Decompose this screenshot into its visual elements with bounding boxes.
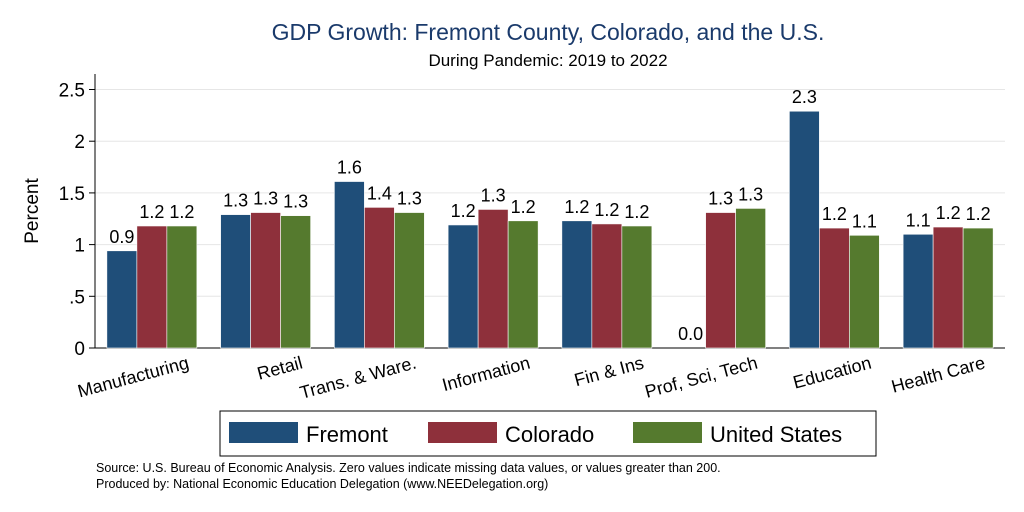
data-label: 1.2: [594, 200, 619, 220]
data-label: 1.2: [169, 202, 194, 222]
legend-label: Colorado: [505, 422, 594, 447]
bar-united-states: [849, 234, 880, 349]
x-category-label: Prof, Sci, Tech: [643, 353, 760, 402]
legend: Fremont Colorado United States: [219, 410, 877, 457]
bar-colorado: [364, 207, 395, 349]
footer-produced-by: Produced by: National Economic Education…: [96, 477, 548, 491]
data-label: 1.3: [283, 192, 308, 212]
data-label: 1.3: [397, 189, 422, 209]
data-label: 1.6: [337, 158, 362, 178]
x-category-label: Trans. & Ware.: [298, 353, 419, 403]
x-category-label: Education: [791, 353, 874, 393]
footer-source: Source: U.S. Bureau of Economic Analysis…: [96, 461, 721, 475]
chart-subtitle: During Pandemic: 2019 to 2022: [428, 51, 667, 70]
y-tick-label: 1.5: [59, 184, 85, 205]
data-label: 1.2: [564, 197, 589, 217]
bar-united-states: [166, 225, 198, 349]
bar-fremont: [220, 214, 251, 349]
legend-swatch: [229, 422, 298, 443]
legend-swatch: [428, 422, 497, 443]
x-category-label: Retail: [255, 353, 305, 384]
x-category-label: Health Care: [889, 353, 987, 397]
bar-united-states: [394, 212, 425, 349]
bar-colorado: [250, 212, 281, 349]
data-label: 1.2: [936, 203, 961, 223]
y-axis-label: Percent: [22, 178, 43, 244]
x-category-label: Fin & Ins: [572, 353, 646, 391]
data-label: 1.2: [139, 202, 164, 222]
legend-label: Fremont: [306, 422, 388, 447]
data-label: 1.2: [822, 204, 847, 224]
y-tick-label: 2: [74, 132, 85, 153]
bar-united-states: [735, 208, 766, 349]
bar-united-states: [962, 227, 994, 349]
y-tick-label: 0: [74, 339, 85, 360]
bar-fremont: [789, 110, 820, 349]
data-label: 1.4: [367, 183, 392, 203]
data-label: 1.3: [708, 189, 733, 209]
x-category-label: Manufacturing: [76, 353, 191, 402]
data-label: 2.3: [792, 87, 817, 107]
data-label: 1.3: [253, 189, 278, 209]
chart-title: GDP Growth: Fremont County, Colorado, an…: [272, 19, 825, 45]
bar-colorado: [932, 226, 964, 349]
y-tick-label: 2.5: [59, 81, 85, 102]
bar-fremont: [447, 224, 479, 349]
legend-swatch: [633, 422, 702, 443]
data-label: 1.1: [906, 210, 931, 230]
data-label: 1.3: [738, 184, 763, 204]
legend-box: [219, 410, 877, 457]
bar-united-states: [280, 215, 311, 349]
data-label: 0.0: [678, 324, 703, 344]
y-tick-label: .5: [69, 287, 85, 308]
bar-fremont: [902, 233, 934, 349]
bar-united-states: [621, 225, 653, 349]
data-label: 0.9: [109, 227, 134, 247]
data-label: 1.2: [966, 204, 991, 224]
bar-united-states: [507, 220, 539, 349]
bar-fremont: [561, 220, 593, 349]
data-label: 1.3: [223, 191, 248, 211]
bar-colorado: [477, 209, 509, 349]
data-label: 1.2: [511, 197, 536, 217]
data-label: 1.2: [451, 201, 476, 221]
bar-fremont: [106, 250, 138, 349]
legend-label: United States: [710, 422, 842, 447]
data-label: 1.1: [852, 211, 877, 231]
data-label: 1.2: [624, 202, 649, 222]
data-label: 1.3: [481, 185, 506, 205]
bar-colorado: [591, 223, 623, 349]
y-tick-label: 1: [74, 236, 85, 257]
bar-colorado: [705, 212, 736, 349]
bar-fremont: [334, 181, 365, 349]
bar-colorado: [819, 227, 850, 349]
bar-colorado: [136, 225, 168, 349]
x-category-label: Information: [440, 353, 532, 396]
